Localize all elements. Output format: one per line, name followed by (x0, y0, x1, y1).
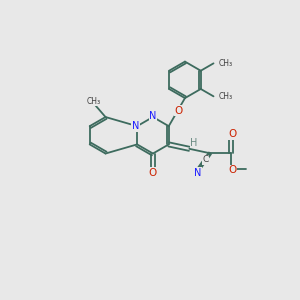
Text: N: N (194, 168, 202, 178)
Text: O: O (149, 168, 157, 178)
Text: H: H (190, 138, 197, 148)
Text: N: N (132, 121, 139, 131)
Text: O: O (229, 165, 237, 175)
Text: CH₃: CH₃ (219, 59, 233, 68)
Text: C: C (202, 155, 208, 164)
Text: CH₃: CH₃ (86, 97, 100, 106)
Text: O: O (174, 106, 182, 116)
Text: CH₃: CH₃ (219, 92, 233, 101)
Text: O: O (229, 129, 237, 139)
Text: N: N (149, 110, 157, 121)
